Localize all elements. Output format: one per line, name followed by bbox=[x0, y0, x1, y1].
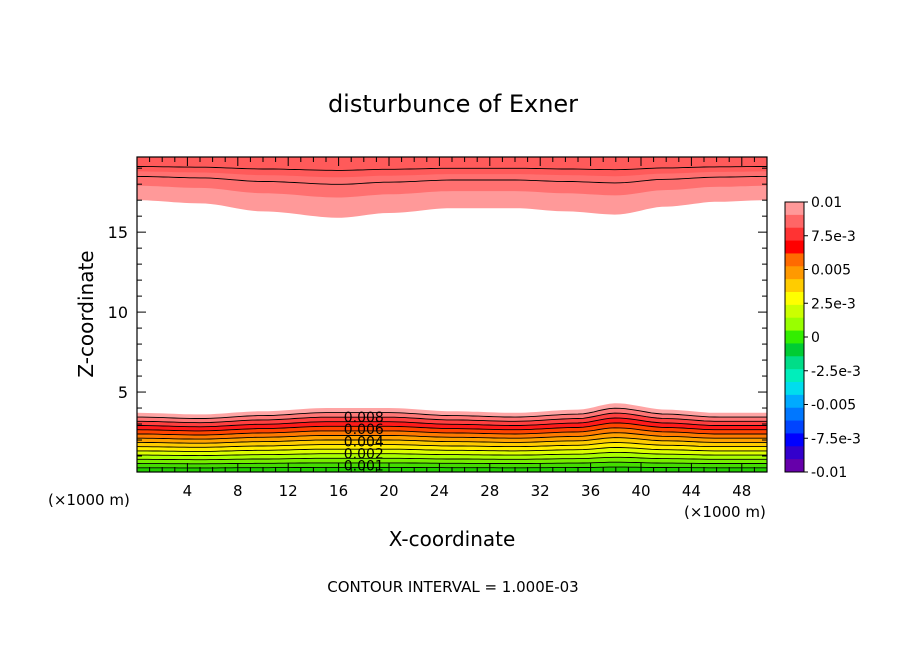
colorbar-swatch bbox=[785, 279, 804, 293]
colorbar-swatch bbox=[785, 240, 804, 254]
colorbar-swatch bbox=[785, 394, 804, 409]
lower-contour-line bbox=[137, 422, 767, 432]
lower-contour-line bbox=[137, 456, 767, 461]
x-tick-label: 44 bbox=[682, 482, 701, 500]
x-tick-label: 16 bbox=[329, 482, 348, 500]
upper-contour-line bbox=[137, 175, 767, 185]
y-axis-ticks: 5 10 15 bbox=[108, 167, 767, 457]
colorbar-swatch bbox=[785, 446, 804, 460]
lower-contour-line bbox=[137, 417, 767, 428]
lower-contour-line bbox=[137, 461, 767, 465]
lower-contour-line bbox=[137, 412, 767, 424]
contour-label: 0.001 bbox=[344, 459, 384, 475]
y-axis-label: Z-coordinate bbox=[74, 250, 98, 377]
colorbar-swatch bbox=[785, 433, 804, 447]
contour-interval-note: CONTOUR INTERVAL = 1.000E-03 bbox=[327, 578, 578, 596]
x-tick-label: 32 bbox=[531, 482, 550, 500]
colorbar-label: 0.005 bbox=[811, 263, 851, 279]
lower-contour-line bbox=[137, 427, 767, 436]
lower-contour-line bbox=[137, 407, 767, 419]
y-tick-label: 5 bbox=[118, 383, 128, 402]
lower-contour-line bbox=[137, 446, 767, 452]
y-tick-label: 10 bbox=[108, 303, 128, 322]
chart-title: disturbunce of Exner bbox=[328, 90, 578, 118]
upper-fill-band bbox=[137, 157, 767, 178]
colorbar-label: -2.5e-3 bbox=[811, 364, 861, 380]
colorbar-swatch bbox=[785, 202, 804, 216]
x-tick-label: 12 bbox=[279, 482, 298, 500]
colorbar bbox=[784, 201, 805, 473]
colorbar-swatch bbox=[785, 266, 804, 280]
x-axis-ticks: 4 8 12 16 20 24 28 32 36 40 44 48 bbox=[149, 157, 755, 500]
contour-label: 0.008 bbox=[344, 410, 384, 426]
lower-contour-line bbox=[137, 442, 767, 448]
x-tick-label: 24 bbox=[430, 482, 449, 500]
colorbar-label: 7.5e-3 bbox=[811, 229, 856, 245]
y-tick-label: 15 bbox=[108, 223, 128, 242]
contour-label: 0.002 bbox=[344, 446, 384, 462]
x-tick-label: 40 bbox=[631, 482, 650, 500]
colorbar-label: -7.5e-3 bbox=[811, 431, 861, 447]
colorbar-label: -0.01 bbox=[811, 465, 847, 481]
lower-contour-line bbox=[137, 451, 767, 457]
colorbar-swatch bbox=[785, 227, 804, 242]
upper-contour-line bbox=[137, 166, 767, 171]
lower-contour-line bbox=[137, 432, 767, 440]
colorbar-label: 0.01 bbox=[811, 195, 842, 211]
colorbar-swatch bbox=[785, 407, 804, 422]
colorbar-swatch bbox=[785, 292, 804, 306]
x-tick-label: 48 bbox=[732, 482, 751, 500]
x-tick-label: 28 bbox=[480, 482, 499, 500]
colorbar-label: 0 bbox=[811, 330, 820, 346]
x-tick-label: 36 bbox=[581, 482, 600, 500]
colorbar-swatch bbox=[785, 304, 804, 319]
x-axis-label: X-coordinate bbox=[389, 527, 516, 551]
contour-label: 0.004 bbox=[344, 434, 384, 450]
x-tick-label: 20 bbox=[379, 482, 398, 500]
contour-lines bbox=[137, 166, 767, 469]
x-tick-label: 8 bbox=[233, 482, 243, 500]
colorbar-swatch bbox=[785, 330, 804, 344]
x-unit-left: (×1000 m) bbox=[48, 491, 130, 509]
colorbar-swatch bbox=[785, 214, 804, 229]
colorbar-labels: 0.01 7.5e-3 0.005 2.5e-3 0 -2.5e-3 -0.005 -7.5e… bbox=[804, 195, 861, 481]
x-unit-right: (×1000 m) bbox=[684, 503, 766, 521]
colorbar-swatch bbox=[785, 369, 804, 383]
colorbar-swatch bbox=[785, 420, 804, 434]
colorbar-swatch bbox=[785, 356, 804, 370]
contour-label: 0.006 bbox=[344, 422, 384, 438]
colorbar-swatch bbox=[785, 253, 804, 267]
lower-contour-line bbox=[137, 437, 767, 444]
colorbar-swatch bbox=[785, 317, 804, 332]
colorbar-swatch bbox=[785, 343, 804, 357]
colorbar-label: 2.5e-3 bbox=[811, 296, 856, 312]
colorbar-swatch bbox=[785, 382, 804, 396]
colorbar-swatch bbox=[785, 459, 804, 473]
colorbar-label: -0.005 bbox=[811, 398, 856, 414]
x-tick-label: 4 bbox=[183, 482, 193, 500]
